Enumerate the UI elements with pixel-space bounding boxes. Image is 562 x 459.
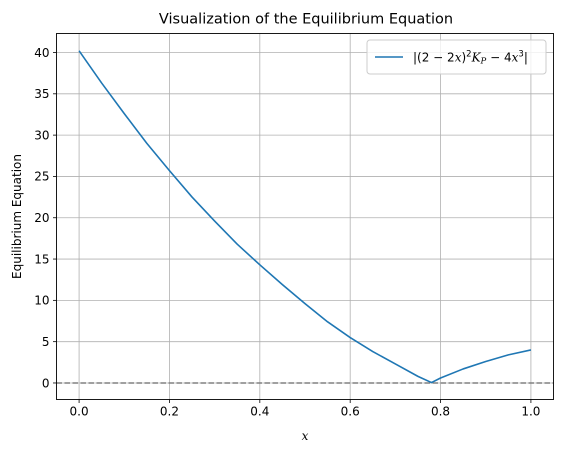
chart-title: Visualization of the Equilibrium Equatio… — [159, 12, 453, 28]
legend-entry-label: |(2 − 2x)2KP − 4x3| — [413, 50, 528, 67]
x-tick-label: 0.0 — [70, 405, 89, 419]
x-tick-label: 0.8 — [431, 405, 450, 419]
x-tick-label: 0.2 — [160, 405, 179, 419]
legend: |(2 − 2x)2KP − 4x3| — [366, 39, 547, 75]
y-tick-label: 35 — [34, 87, 49, 101]
x-axis-label: x — [302, 429, 309, 443]
y-tick-label: 40 — [34, 46, 49, 60]
y-axis-label: Equilibrium Equation — [10, 154, 24, 279]
grid — [56, 33, 554, 400]
y-tick-label: 0 — [42, 376, 50, 390]
series-group — [78, 50, 532, 384]
y-tick-label: 25 — [34, 170, 49, 184]
plot-frame — [56, 33, 554, 400]
y-tick-label: 15 — [34, 252, 49, 266]
x-tick-label: 1.0 — [521, 405, 540, 419]
y-tick-label: 5 — [42, 335, 50, 349]
y-tick-label: 30 — [34, 128, 49, 142]
legend-box — [366, 39, 547, 75]
y-tick-label: 10 — [34, 294, 49, 308]
series-line — [78, 50, 532, 384]
y-axis: 0 5 10 15 20 25 30 35 40 — [34, 46, 57, 390]
y-tick-label: 20 — [34, 211, 49, 225]
x-tick-label: 0.6 — [341, 405, 360, 419]
x-axis: 0.0 0.2 0.4 0.6 0.8 1.0 — [70, 399, 540, 419]
x-tick-label: 0.4 — [250, 405, 269, 419]
